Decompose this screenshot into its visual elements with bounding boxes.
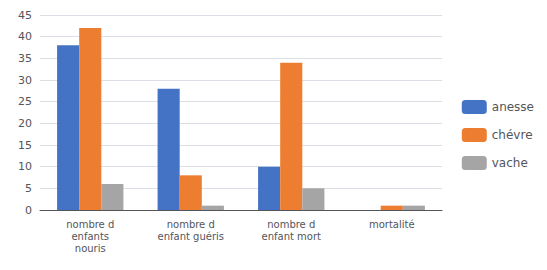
svg-text:40: 40 <box>18 30 32 43</box>
svg-text:25: 25 <box>18 95 32 108</box>
svg-text:15: 15 <box>18 139 32 152</box>
svg-text:vache: vache <box>492 156 528 170</box>
svg-text:nouris: nouris <box>75 243 106 254</box>
svg-text:enfant mort: enfant mort <box>262 231 322 242</box>
svg-text:10: 10 <box>18 160 32 173</box>
svg-text:mortalité: mortalité <box>369 219 415 230</box>
svg-text:anesse: anesse <box>492 100 534 114</box>
svg-text:nombre d: nombre d <box>167 219 215 230</box>
svg-text:nombre d: nombre d <box>66 219 114 230</box>
svg-text:35: 35 <box>18 52 32 65</box>
svg-text:45: 45 <box>18 9 32 22</box>
svg-text:5: 5 <box>25 182 32 195</box>
svg-text:0: 0 <box>25 204 32 217</box>
svg-text:nombre d: nombre d <box>267 219 315 230</box>
svg-text:enfant guéris: enfant guéris <box>157 231 224 242</box>
svg-text:20: 20 <box>18 117 32 130</box>
svg-text:chévre: chévre <box>492 128 533 142</box>
svg-text:enfants: enfants <box>71 231 109 242</box>
svg-text:30: 30 <box>18 74 32 87</box>
